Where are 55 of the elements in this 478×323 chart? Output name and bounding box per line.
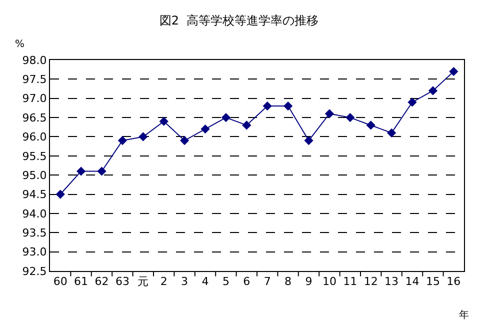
- y-tick-label: 96.0: [22, 130, 47, 144]
- x-tick-label: 5: [222, 275, 230, 288]
- x-tick-label: 6: [243, 275, 250, 288]
- point: [221, 113, 230, 122]
- point: [242, 120, 252, 130]
- y-tick-label: 92.5: [22, 264, 47, 278]
- x-tick-label: 4: [202, 275, 209, 288]
- y-tick-label: 95.5: [22, 150, 47, 163]
- point: [200, 124, 210, 134]
- x-tick-label: 元: [138, 275, 149, 288]
- point: [284, 101, 293, 111]
- x-tick-label: 13: [384, 275, 399, 288]
- point: [449, 66, 458, 76]
- x-tick-label: 9: [305, 275, 312, 288]
- x-tick-label: 10: [322, 275, 336, 288]
- x-axis-title: 年: [459, 309, 469, 321]
- y-tick-label: 98.0: [22, 54, 47, 67]
- point: [324, 109, 334, 118]
- chart-title: 図2 高等学校等進学率の推移: [159, 14, 319, 28]
- x-tick-label: 12: [364, 275, 378, 288]
- y-tick-label: 97.0: [22, 92, 47, 106]
- y-tick-label: 94.0: [22, 207, 47, 220]
- point: [428, 86, 438, 96]
- y-tick-label: 93.0: [22, 246, 47, 259]
- y-axis-title: %: [15, 39, 25, 50]
- x-tick-label: 61: [74, 275, 88, 288]
- point: [138, 132, 148, 142]
- x-tick-label: 8: [284, 275, 292, 288]
- point: [76, 166, 86, 176]
- x-tick-label: 15: [426, 275, 440, 288]
- x-tick-label: 14: [405, 275, 420, 288]
- point: [56, 190, 65, 199]
- point: [159, 116, 168, 126]
- x-tick-label: 2: [160, 275, 168, 288]
- point: [366, 120, 376, 130]
- point: [97, 166, 106, 176]
- point: [346, 113, 355, 122]
- point: [304, 136, 314, 146]
- point: [180, 136, 190, 146]
- x-tick-label: 11: [343, 275, 358, 288]
- point: [387, 128, 396, 138]
- x-tick-label: 60: [53, 275, 68, 288]
- y-tick-label: 93.5: [22, 226, 47, 240]
- y-tick-label: 97.5: [22, 73, 47, 86]
- y-tick-label: 95.0: [22, 168, 47, 182]
- y-tick-label: 96.5: [22, 111, 47, 124]
- point: [408, 98, 417, 107]
- x-tick-label: 16: [446, 275, 461, 288]
- x-tick-label: 7: [264, 275, 271, 288]
- point: [118, 136, 127, 146]
- x-tick-label: 63: [115, 275, 130, 288]
- y-tick-label: 94.5: [22, 188, 47, 202]
- point: [262, 101, 272, 111]
- x-tick-label: 62: [94, 275, 109, 288]
- x-tick-label: 3: [181, 275, 188, 288]
